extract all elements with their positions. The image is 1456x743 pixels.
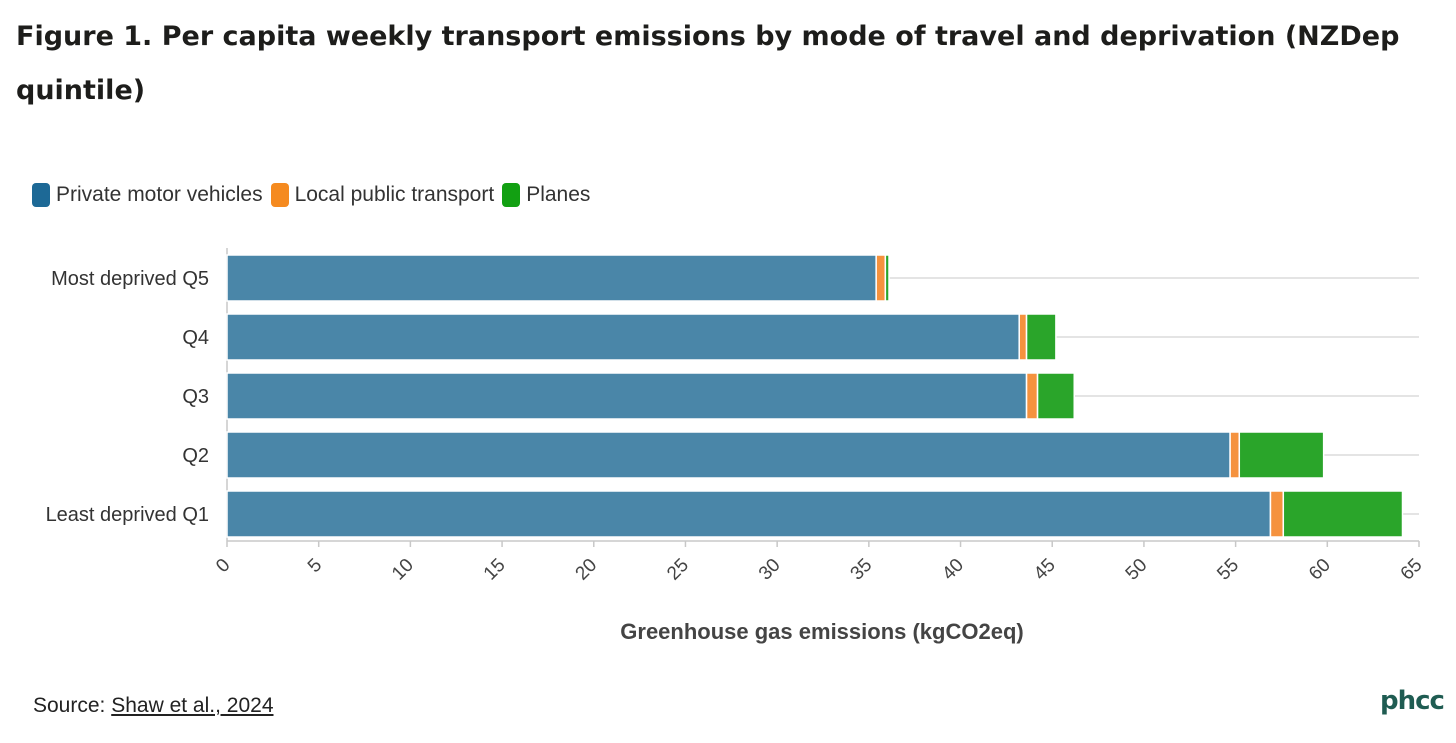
bar-planes-0 — [884, 254, 890, 302]
bar-planes-2 — [1036, 372, 1075, 420]
source-note: Source: Shaw et al., 2024 — [33, 694, 274, 718]
bar-private-motor-vehicles-0 — [226, 254, 877, 302]
bar-planes-4 — [1282, 490, 1404, 538]
bar-planes-1 — [1025, 313, 1057, 361]
bar-planes-3 — [1238, 431, 1325, 479]
x-tick-label-10: 50 — [1122, 555, 1152, 585]
legend-label-public: Local public transport — [294, 183, 495, 206]
x-tick-label-11: 55 — [1213, 555, 1243, 585]
legend-item-private[interactable]: Private motor vehicles — [32, 183, 263, 207]
bar-private-motor-vehicles-3 — [226, 431, 1231, 479]
legend-label-private: Private motor vehicles — [56, 183, 263, 206]
bar-private-motor-vehicles-1 — [226, 313, 1020, 361]
x-tick-label-13: 65 — [1397, 555, 1427, 585]
x-tick-label-7: 35 — [847, 555, 877, 585]
bar-local-public-transport-0 — [875, 254, 887, 302]
phcc-logo: phcc — [1380, 686, 1445, 716]
legend-swatch-planes — [502, 183, 521, 207]
bar-local-public-transport-1 — [1018, 313, 1028, 361]
x-tick-label-0: 0 — [212, 555, 234, 577]
legend-item-planes[interactable]: Planes — [502, 183, 590, 207]
x-tick-label-3: 15 — [480, 555, 510, 585]
x-tick-label-6: 30 — [755, 555, 785, 585]
bar-local-public-transport-3 — [1229, 431, 1241, 479]
legend-swatch-public — [270, 183, 289, 207]
y-tick-label-3: Q2 — [182, 445, 209, 467]
legend-label-planes: Planes — [526, 183, 591, 206]
bar-private-motor-vehicles-4 — [226, 490, 1272, 538]
bar-local-public-transport-2 — [1025, 372, 1039, 420]
legend-swatch-private — [32, 183, 50, 207]
x-tick-label-5: 25 — [663, 555, 693, 585]
stacked-bar-chart: Most deprived Q5 Q4 Q3 Q2 Least deprived Q1 0… — [46, 248, 1427, 644]
x-tick-label-4: 20 — [572, 555, 602, 585]
x-tick-label-12: 60 — [1305, 555, 1335, 585]
x-tick-label-8: 40 — [938, 555, 968, 585]
y-tick-label-1: Q4 — [182, 327, 209, 349]
x-axis-title: Greenhouse gas emissions (kgCO2eq) — [620, 619, 1023, 644]
x-tick-label-1: 5 — [304, 555, 326, 577]
bar-private-motor-vehicles-2 — [226, 372, 1028, 420]
y-tick-label-0: Most deprived Q5 — [51, 268, 209, 290]
source-link[interactable]: Shaw et al., 2024 — [111, 694, 274, 717]
legend: Private motor vehicles Local public tran… — [32, 183, 598, 207]
y-tick-label-2: Q3 — [182, 386, 209, 408]
source-prefix: Source: — [33, 694, 106, 717]
y-tick-label-4: Least deprived Q1 — [46, 504, 209, 526]
x-tick-label-9: 45 — [1030, 555, 1060, 585]
legend-item-public[interactable]: Local public transport — [270, 183, 495, 207]
x-tick-label-2: 10 — [388, 555, 418, 585]
chart-title: Figure 1. Per capita weekly transport em… — [16, 21, 1400, 106]
bar-local-public-transport-4 — [1269, 490, 1285, 538]
